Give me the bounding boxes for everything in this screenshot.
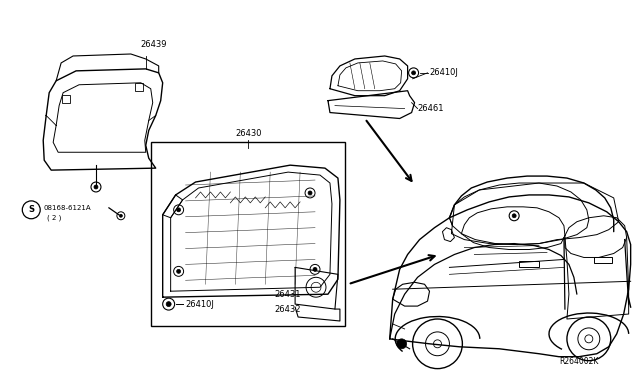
Circle shape xyxy=(412,71,415,75)
Text: 26431: 26431 xyxy=(274,290,301,299)
Bar xyxy=(151,142,345,326)
Circle shape xyxy=(313,267,317,271)
Text: 26461: 26461 xyxy=(417,104,444,113)
Text: 26410J: 26410J xyxy=(429,68,458,77)
Text: 26439: 26439 xyxy=(141,40,167,49)
Bar xyxy=(62,95,70,103)
Text: ( 2 ): ( 2 ) xyxy=(47,215,61,221)
Circle shape xyxy=(397,339,406,349)
Bar xyxy=(519,262,539,267)
Text: R264002K: R264002K xyxy=(559,357,598,366)
Circle shape xyxy=(94,185,98,189)
Bar xyxy=(135,83,143,91)
Circle shape xyxy=(308,191,312,195)
Circle shape xyxy=(512,214,516,218)
Text: 26432: 26432 xyxy=(274,305,301,314)
Text: 26430: 26430 xyxy=(235,129,262,138)
Circle shape xyxy=(177,269,180,273)
Text: S: S xyxy=(28,205,35,214)
Text: 08168-6121A: 08168-6121A xyxy=(44,205,91,211)
Text: 26410J: 26410J xyxy=(186,299,214,309)
Circle shape xyxy=(166,302,171,307)
Circle shape xyxy=(120,214,122,217)
Circle shape xyxy=(177,208,180,212)
Bar xyxy=(594,257,612,263)
